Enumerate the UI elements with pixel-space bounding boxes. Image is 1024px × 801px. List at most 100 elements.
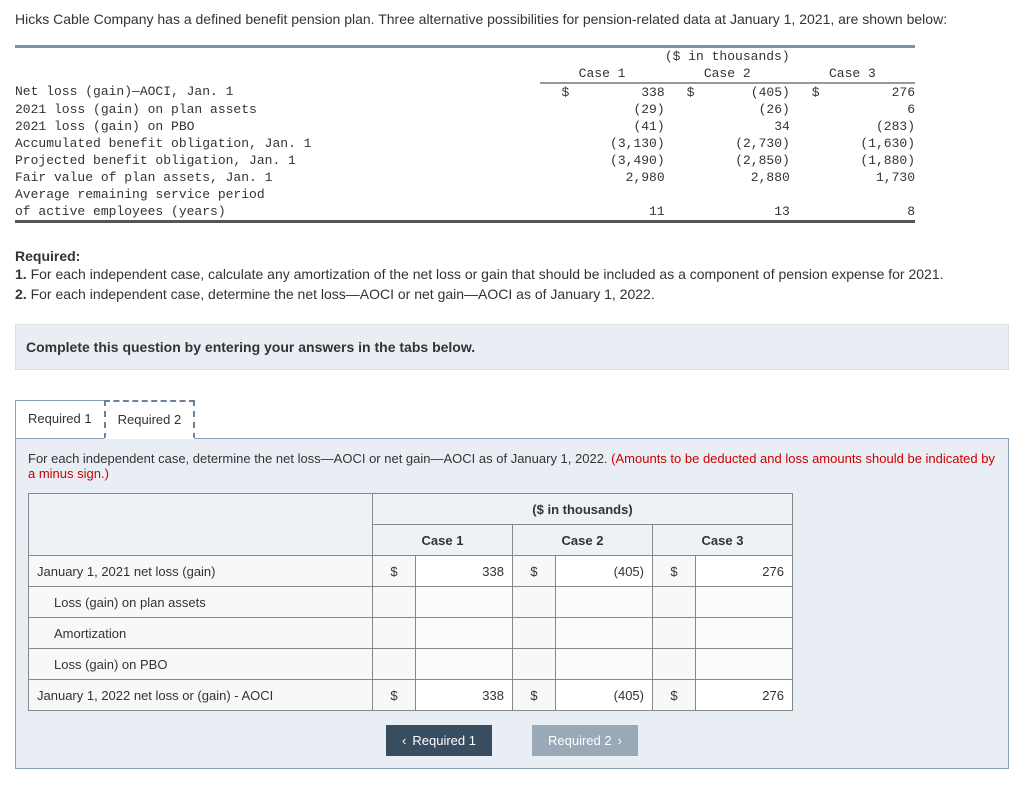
answer-cell[interactable]: (405) [556, 556, 653, 587]
currency-symbol: $ [653, 680, 696, 711]
ans-col-3: Case 3 [653, 525, 793, 556]
currency-symbol [790, 135, 820, 152]
currency-symbol [665, 101, 695, 118]
answer-cell[interactable]: 276 [696, 680, 793, 711]
data-cell: (3,490) [569, 152, 664, 169]
currency-symbol [540, 186, 570, 203]
answer-cell[interactable] [696, 649, 793, 680]
currency-symbol: $ [513, 556, 556, 587]
currency-symbol [513, 649, 556, 680]
data-cell: (41) [569, 118, 664, 135]
col-header-2: Case 2 [665, 65, 790, 83]
currency-symbol [665, 152, 695, 169]
data-cell [569, 186, 664, 203]
currency-symbol [665, 203, 695, 222]
currency-symbol [540, 101, 570, 118]
currency-symbol [513, 587, 556, 618]
instruction-banner: Complete this question by entering your … [15, 324, 1009, 370]
tab-bar: Required 1 Required 2 [15, 400, 1009, 439]
data-cell: (2,850) [694, 152, 789, 169]
currency-symbol: $ [373, 556, 416, 587]
data-cell: (1,880) [820, 152, 915, 169]
currency-symbol [790, 169, 820, 186]
data-cell: (405) [694, 83, 789, 101]
required-heading: Required: [15, 248, 1009, 264]
currency-symbol [665, 169, 695, 186]
currency-symbol [653, 587, 696, 618]
tab-required-1[interactable]: Required 1 [15, 400, 105, 439]
data-row-label: Projected benefit obligation, Jan. 1 [15, 152, 540, 169]
answer-row-label: Amortization [29, 618, 373, 649]
data-cell [694, 186, 789, 203]
data-row-label: 2021 loss (gain) on plan assets [15, 101, 540, 118]
currency-symbol: $ [653, 556, 696, 587]
data-cell: 13 [694, 203, 789, 222]
data-cell: 2,880 [694, 169, 789, 186]
data-cell: (1,630) [820, 135, 915, 152]
ans-col-2: Case 2 [513, 525, 653, 556]
answer-row-label: January 1, 2022 net loss or (gain) - AOC… [29, 680, 373, 711]
currency-symbol [665, 135, 695, 152]
prev-button[interactable]: ‹ Required 1 [386, 725, 492, 756]
data-cell: 1,730 [820, 169, 915, 186]
currency-symbol [790, 203, 820, 222]
answer-row-label: January 1, 2021 net loss (gain) [29, 556, 373, 587]
answer-cell[interactable] [556, 649, 653, 680]
currency-symbol [790, 186, 820, 203]
currency-symbol [540, 135, 570, 152]
answer-cell[interactable] [556, 587, 653, 618]
currency-symbol: $ [790, 83, 820, 101]
data-cell: (26) [694, 101, 789, 118]
chevron-left-icon: ‹ [402, 733, 406, 748]
currency-symbol: $ [373, 680, 416, 711]
data-cell [820, 186, 915, 203]
answer-cell[interactable] [696, 618, 793, 649]
data-cell: (29) [569, 101, 664, 118]
data-row-label: Accumulated benefit obligation, Jan. 1 [15, 135, 540, 152]
answer-cell[interactable] [696, 587, 793, 618]
answer-units-header: ($ in thousands) [373, 494, 793, 525]
currency-symbol [373, 587, 416, 618]
answer-table: ($ in thousands) Case 1 Case 2 Case 3 Ja… [28, 493, 793, 711]
answer-cell[interactable] [416, 649, 513, 680]
col-header-1: Case 1 [540, 65, 665, 83]
currency-symbol [513, 618, 556, 649]
currency-symbol [373, 618, 416, 649]
currency-symbol [665, 186, 695, 203]
currency-symbol [653, 618, 696, 649]
next-button[interactable]: Required 2 › [532, 725, 638, 756]
req-num-2: 2. [15, 286, 27, 302]
answer-cell[interactable]: 338 [416, 556, 513, 587]
data-cell: 34 [694, 118, 789, 135]
currency-symbol [540, 152, 570, 169]
currency-symbol [790, 118, 820, 135]
answer-row-label: Loss (gain) on plan assets [29, 587, 373, 618]
data-cell: 2,980 [569, 169, 664, 186]
answer-row-label: Loss (gain) on PBO [29, 649, 373, 680]
answer-cell[interactable] [416, 587, 513, 618]
data-cell: 338 [569, 83, 664, 101]
answer-cell[interactable] [416, 618, 513, 649]
next-label: Required 2 [548, 733, 612, 748]
answer-cell[interactable]: 338 [416, 680, 513, 711]
data-cell: (283) [820, 118, 915, 135]
panel-instruction: For each independent case, determine the… [28, 451, 611, 466]
data-row-label: 2021 loss (gain) on PBO [15, 118, 540, 135]
tab-panel: For each independent case, determine the… [15, 438, 1009, 769]
answer-cell[interactable] [556, 618, 653, 649]
data-row-label: Average remaining service period [15, 186, 540, 203]
data-cell: 6 [820, 101, 915, 118]
answer-cell[interactable]: 276 [696, 556, 793, 587]
data-row-label: Net loss (gain)—AOCI, Jan. 1 [15, 83, 540, 101]
currency-symbol [540, 203, 570, 222]
chevron-right-icon: › [618, 733, 622, 748]
answer-cell[interactable]: (405) [556, 680, 653, 711]
currency-symbol [540, 118, 570, 135]
currency-symbol [665, 118, 695, 135]
currency-symbol [790, 152, 820, 169]
currency-symbol [540, 169, 570, 186]
data-cell: 8 [820, 203, 915, 222]
tab-required-2[interactable]: Required 2 [104, 400, 196, 439]
currency-symbol: $ [540, 83, 570, 101]
data-table: ($ in thousands) Case 1 Case 2 Case 3 Ne… [15, 45, 915, 223]
